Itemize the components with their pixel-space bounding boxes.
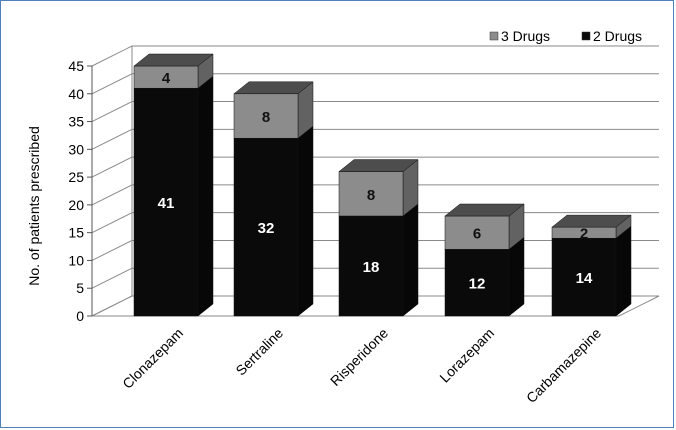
bar-segment <box>551 214 632 239</box>
bar-segment <box>551 225 632 317</box>
gridline-diagonal <box>91 239 133 261</box>
bar-side-face <box>508 236 525 317</box>
bar-segment <box>133 75 214 317</box>
gridline-diagonal <box>91 212 133 234</box>
bar-side-face <box>402 203 419 317</box>
gridline-diagonal <box>91 295 133 317</box>
gridline-diagonal <box>91 267 133 289</box>
y-tick-label: 15 <box>68 225 84 241</box>
legend-label: 2 Drugs <box>593 28 642 44</box>
bar-top-face <box>233 81 314 95</box>
bar-front-face <box>233 137 299 317</box>
y-tick-label: 0 <box>76 308 84 324</box>
bar-front-face <box>133 87 199 317</box>
data-label: 2 <box>580 226 588 243</box>
y-tick-label: 20 <box>68 197 84 213</box>
bar-segment <box>444 203 525 250</box>
bar-segment <box>233 81 314 139</box>
y-tick-label: 40 <box>68 86 84 102</box>
data-label: 41 <box>158 195 175 212</box>
bar-segment <box>444 236 525 317</box>
bar-front-face <box>338 215 404 317</box>
bar-side-face <box>297 125 314 317</box>
data-label: 18 <box>363 259 380 276</box>
data-label: 12 <box>469 276 486 293</box>
bar-front-face <box>338 171 404 217</box>
data-label: 8 <box>262 109 270 126</box>
category-label: Risperidone <box>327 325 391 389</box>
data-label: 6 <box>473 226 481 243</box>
bar-front-face <box>444 249 510 317</box>
y-tick-label: 35 <box>68 114 84 130</box>
legend-swatch <box>581 31 591 41</box>
legend-swatch <box>489 31 499 41</box>
bar-segment <box>338 203 419 317</box>
x-axis-labels: Clonazepam Sertraline Risperidone Lorazepam… <box>119 325 604 406</box>
y-tick-label: 10 <box>68 252 84 268</box>
bar-side-face <box>615 225 632 317</box>
bar-segment <box>233 125 314 317</box>
legend-label: 3 Drugs <box>501 28 550 44</box>
data-label: 14 <box>576 270 593 287</box>
bar-top-face <box>338 159 419 172</box>
bars: 41 4 32 8 18 8 12 6 14 2 <box>133 53 632 317</box>
bar-top-face <box>444 203 525 217</box>
y-tick-label: 5 <box>76 280 84 296</box>
data-label: 4 <box>162 70 171 87</box>
gridline-diagonal <box>91 128 133 150</box>
y-axis-label: No. of patients prescribed <box>26 126 42 286</box>
bar-segment <box>338 159 419 217</box>
category-label: Sertraline <box>232 325 286 379</box>
bar-top-face <box>133 53 214 67</box>
bar-front-face <box>444 215 510 250</box>
bar-segment <box>133 53 214 89</box>
bar-top-face <box>551 214 632 228</box>
category-label: Lorazepam <box>436 325 497 386</box>
data-label: 32 <box>258 220 275 237</box>
bar-side-face <box>197 75 214 317</box>
gridline-diagonal <box>91 184 133 206</box>
data-label: 8 <box>367 187 375 204</box>
gridline-diagonal <box>91 101 133 123</box>
legend: 3 Drugs 2 Drugs <box>489 28 642 44</box>
bar-front-face <box>551 237 617 317</box>
y-tick-label: 30 <box>68 141 84 157</box>
gridline-diagonal <box>91 45 133 67</box>
category-label: Carbamazepine <box>523 325 604 406</box>
gridline-diagonal <box>91 156 133 178</box>
y-tick-label: 45 <box>68 58 84 74</box>
category-label: Clonazepam <box>119 325 186 392</box>
y-axis-ticks: 0 5 10 15 20 25 30 35 40 45 <box>68 58 92 324</box>
bar-front-face <box>233 93 299 139</box>
y-tick-label: 25 <box>68 169 84 185</box>
gridline-diagonal <box>91 73 133 95</box>
